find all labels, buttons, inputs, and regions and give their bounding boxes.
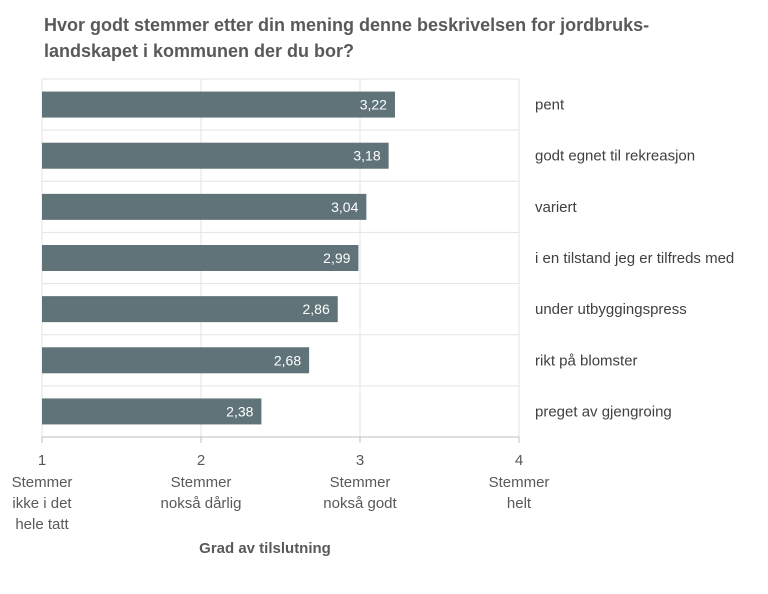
- x-tick-label: Stemmer: [12, 474, 73, 491]
- bar-value-label: 2,38: [226, 403, 253, 419]
- bar-value-label: 2,99: [323, 250, 350, 266]
- bar: [42, 193, 367, 220]
- bar: [42, 296, 338, 323]
- category-label: i en tilstand jeg er tilfreds med: [535, 250, 734, 267]
- x-tick-label: nokså godt: [323, 495, 397, 512]
- bar-value-label: 2,68: [274, 352, 301, 368]
- x-tick-label: helt: [507, 495, 532, 512]
- x-tick-label: nokså dårlig: [161, 495, 242, 512]
- category-label: pent: [535, 97, 565, 114]
- x-tick-label: hele tatt: [15, 516, 69, 533]
- bar: [42, 91, 395, 118]
- x-axis-label: Grad av tilslutning: [199, 540, 331, 557]
- x-tick-label: Stemmer: [171, 474, 232, 491]
- chart-title: Hvor godt stemmer etter din mening denne…: [44, 15, 650, 61]
- category-label: variert: [535, 199, 578, 216]
- bar-value-label: 3,22: [360, 97, 387, 113]
- bar-value-label: 3,18: [353, 148, 380, 164]
- x-tick-label: Stemmer: [489, 474, 550, 491]
- category-label: under utbyggingspress: [535, 301, 687, 318]
- x-tick-label: ikke i det: [12, 495, 72, 512]
- x-tick-number: 1: [38, 452, 46, 469]
- category-label: rikt på blomster: [535, 352, 638, 369]
- x-tick-number: 3: [356, 452, 364, 469]
- category-label: preget av gjengroing: [535, 403, 672, 420]
- bar: [42, 347, 310, 374]
- bar-value-label: 3,04: [331, 199, 358, 215]
- category-label: godt egnet til rekreasjon: [535, 148, 695, 165]
- bar: [42, 398, 262, 425]
- x-tick-number: 2: [197, 452, 205, 469]
- x-tick-number: 4: [515, 452, 523, 469]
- bar: [42, 245, 359, 271]
- bar: [42, 142, 389, 169]
- x-tick-label: Stemmer: [330, 474, 391, 491]
- bar-value-label: 2,86: [302, 301, 329, 317]
